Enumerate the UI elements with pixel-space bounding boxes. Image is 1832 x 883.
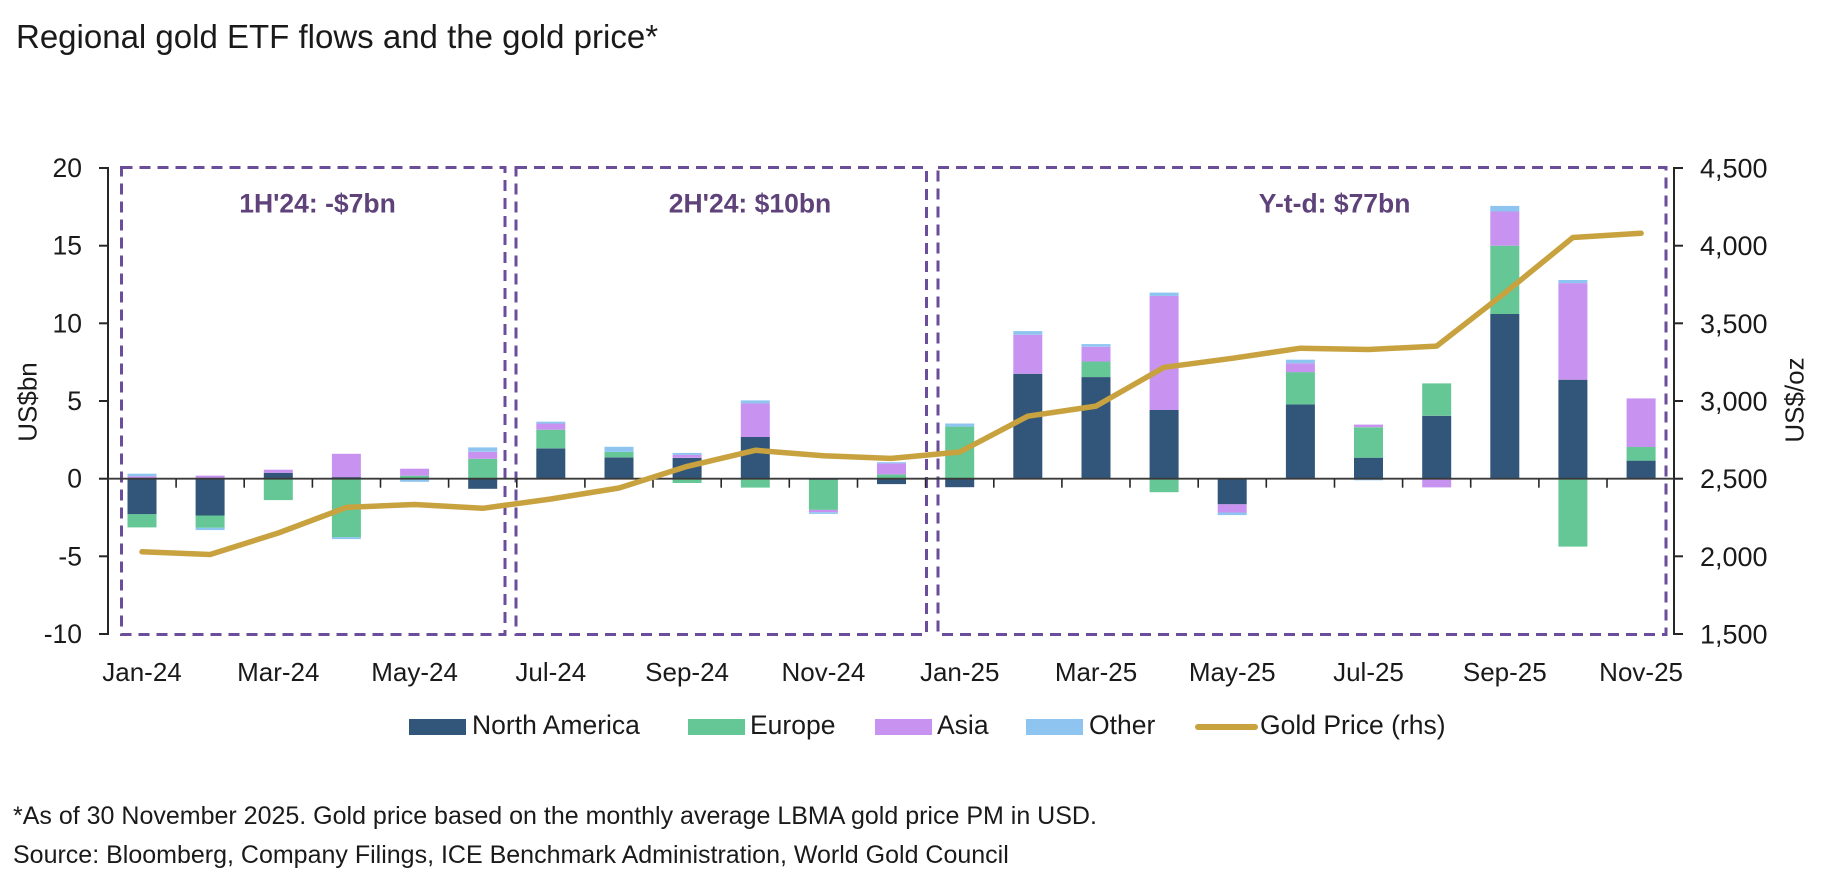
svg-text:Sep-25: Sep-25 xyxy=(1463,657,1547,687)
svg-text:North America: North America xyxy=(472,710,640,740)
svg-text:Jan-25: Jan-25 xyxy=(920,657,1000,687)
svg-text:*As of 30 November 2025. Gold: *As of 30 November 2025. Gold price base… xyxy=(13,802,1097,830)
svg-text:US$/oz: US$/oz xyxy=(1780,357,1810,442)
svg-text:4,500: 4,500 xyxy=(1700,154,1768,184)
svg-text:Nov-25: Nov-25 xyxy=(1599,657,1683,687)
svg-text:Asia: Asia xyxy=(937,710,989,740)
svg-text:-10: -10 xyxy=(44,619,82,649)
svg-text:2H'24: $10bn: 2H'24: $10bn xyxy=(669,189,831,219)
svg-text:3,000: 3,000 xyxy=(1700,387,1768,417)
svg-text:Nov-24: Nov-24 xyxy=(781,657,865,687)
svg-text:1,500: 1,500 xyxy=(1700,620,1768,650)
svg-text:3,500: 3,500 xyxy=(1700,309,1768,339)
svg-text:Europe: Europe xyxy=(750,710,835,740)
svg-text:2,000: 2,000 xyxy=(1700,542,1768,572)
svg-text:-5: -5 xyxy=(58,541,82,571)
svg-text:2,500: 2,500 xyxy=(1700,464,1768,494)
svg-text:Mar-25: Mar-25 xyxy=(1055,657,1137,687)
svg-text:Other: Other xyxy=(1089,710,1155,740)
svg-text:Mar-24: Mar-24 xyxy=(237,657,319,687)
svg-text:4,000: 4,000 xyxy=(1700,231,1768,261)
svg-text:Jan-24: Jan-24 xyxy=(102,657,182,687)
svg-text:Jul-25: Jul-25 xyxy=(1333,657,1404,687)
svg-text:Y-t-d: $77bn: Y-t-d: $77bn xyxy=(1259,189,1411,219)
svg-text:May-24: May-24 xyxy=(371,657,458,687)
svg-text:1H'24: -$7bn: 1H'24: -$7bn xyxy=(239,189,396,219)
svg-text:Jul-24: Jul-24 xyxy=(515,657,586,687)
svg-text:0: 0 xyxy=(67,464,82,494)
svg-text:Gold Price (rhs): Gold Price (rhs) xyxy=(1260,710,1446,740)
svg-text:US$bn: US$bn xyxy=(13,362,43,442)
svg-text:10: 10 xyxy=(53,308,82,338)
svg-text:5: 5 xyxy=(67,386,82,416)
svg-text:15: 15 xyxy=(53,231,82,261)
svg-text:Regional gold ETF flows and th: Regional gold ETF flows and the gold pri… xyxy=(16,18,658,55)
svg-text:Sep-24: Sep-24 xyxy=(645,657,729,687)
svg-text:May-25: May-25 xyxy=(1189,657,1276,687)
svg-text:20: 20 xyxy=(53,153,82,183)
svg-text:Source: Bloomberg, Company Fil: Source: Bloomberg, Company Filings, ICE … xyxy=(13,841,1009,869)
